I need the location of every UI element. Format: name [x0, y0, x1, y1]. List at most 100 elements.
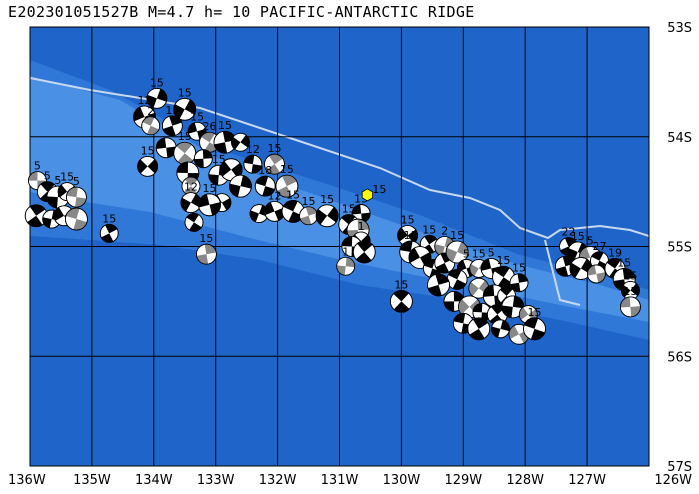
depth-label: 15	[178, 86, 192, 99]
depth-label: 26	[203, 120, 217, 133]
focal-mechanism: 12	[243, 143, 263, 174]
depth-label: 15	[342, 203, 356, 216]
focal-mechanism: 15	[99, 212, 119, 243]
focal-mechanism: 15	[137, 144, 159, 177]
depth-label: 15	[178, 130, 192, 143]
depth-label: 5	[73, 175, 80, 188]
focal-mechanism: 15	[146, 76, 168, 109]
depth-label: 15	[394, 278, 408, 291]
focal-mechanism	[155, 137, 177, 159]
lon-tick-label: 129W	[444, 473, 482, 488]
depth-label: 15	[450, 229, 464, 242]
focal-mechanism	[467, 317, 491, 341]
depth-label: 15	[280, 163, 294, 176]
depth-label: 15	[60, 171, 74, 184]
depth-label: 5	[34, 160, 41, 173]
focal-mechanism: 26	[199, 120, 220, 153]
focal-mechanism: 15	[621, 269, 640, 300]
focal-mechanism	[229, 174, 252, 198]
depth-label: 5	[463, 247, 470, 260]
depth-label: 5	[54, 174, 61, 187]
focal-mechanism	[586, 264, 606, 284]
depth-label: 15	[623, 285, 637, 298]
depth-label: 15	[320, 193, 334, 206]
lon-tick-label: 128W	[506, 473, 544, 488]
depth-label: 15	[268, 142, 282, 155]
focal-mechanism	[184, 212, 204, 232]
depth-label: 15	[102, 212, 116, 225]
depth-label: 5	[488, 246, 495, 259]
focal-mechanism: 15	[281, 188, 305, 223]
focal-mechanism: 15	[509, 262, 529, 293]
focal-mechanism: 15	[445, 229, 469, 264]
depth-label: 18	[258, 164, 272, 177]
transform-fault-line	[544, 239, 581, 306]
depth-label: 1	[358, 220, 365, 233]
depth-label: 12	[268, 189, 282, 202]
depth-label: 2	[147, 105, 154, 118]
plate-boundary-line	[30, 77, 649, 240]
focal-mechanism: 2	[141, 105, 161, 136]
depth-label: 15	[190, 110, 204, 123]
lat-tick-label: 54S	[667, 131, 692, 146]
focal-mechanism	[352, 240, 376, 264]
focal-mechanism: 15	[492, 254, 515, 289]
focal-mechanism: 18	[254, 164, 276, 197]
focal-mechanism	[193, 149, 213, 169]
focal-mechanism	[472, 302, 492, 322]
focal-mechanism: 15	[173, 86, 197, 121]
epicenter-marker	[361, 188, 374, 202]
depth-label: 5	[587, 234, 594, 247]
depth-label: 12	[246, 143, 260, 156]
focal-mechanism	[427, 273, 450, 297]
lat-tick-label: 55S	[667, 241, 692, 256]
lon-tick-label: 131W	[321, 473, 359, 488]
focal-mechanism: 15	[397, 214, 418, 246]
depth-label: 15	[422, 223, 436, 236]
depth-label: 15	[497, 254, 511, 267]
depth-label: 15	[218, 119, 232, 132]
focal-mechanism: 15	[196, 232, 217, 265]
lon-tick-label: 134W	[135, 473, 173, 488]
focal-mechanism	[65, 207, 88, 231]
focal-mechanism: 15	[187, 110, 207, 141]
axis-labels: 136W 135W 134W 133W 132W 131W 130W 129W 128W 127W…	[8, 21, 692, 488]
focal-mechanism	[491, 319, 510, 339]
depth-label: 15	[199, 232, 213, 245]
focal-mechanism: 15	[275, 163, 299, 198]
focal-mechanism: 15	[299, 195, 318, 226]
depth-label: 15	[150, 76, 164, 89]
depth-label: 15	[141, 144, 155, 157]
depth-label: 15	[623, 269, 637, 282]
event-marker: 15	[361, 183, 386, 202]
map-title: E202301051527B M=4.7 h= 10 PACIFIC-ANTAR…	[8, 3, 475, 21]
depth-label: 15	[512, 262, 526, 275]
depth-label: 15	[286, 188, 300, 201]
lat-tick-label: 57S	[667, 460, 692, 475]
depth-label: 2	[441, 225, 448, 238]
depth-label: 5	[44, 170, 51, 183]
depth-label: 15	[472, 247, 486, 260]
lon-tick-label: 127W	[568, 473, 606, 488]
depth-label: 12	[138, 94, 152, 107]
lon-tick-label: 136W	[8, 473, 46, 488]
focal-mechanism: 15	[264, 142, 285, 175]
lon-tick-label: 126W	[654, 473, 692, 488]
depth-label: 15	[203, 182, 217, 195]
focal-mechanism: 15	[198, 182, 221, 217]
focal-mechanism: 15	[523, 306, 546, 341]
focal-mechanism	[231, 132, 250, 152]
focal-mechanism	[446, 269, 468, 290]
lat-lon-grid	[30, 27, 649, 466]
lon-tick-label: 135W	[73, 473, 111, 488]
focal-mechanism: 5	[66, 175, 87, 208]
depth-label: 15	[401, 214, 415, 227]
depth-label: 15	[571, 230, 585, 243]
focal-mechanism: 15	[315, 193, 339, 228]
lat-tick-label: 53S	[667, 21, 692, 36]
focal-mechanism: 12	[264, 189, 285, 222]
lat-tick-label: 56S	[667, 350, 692, 365]
